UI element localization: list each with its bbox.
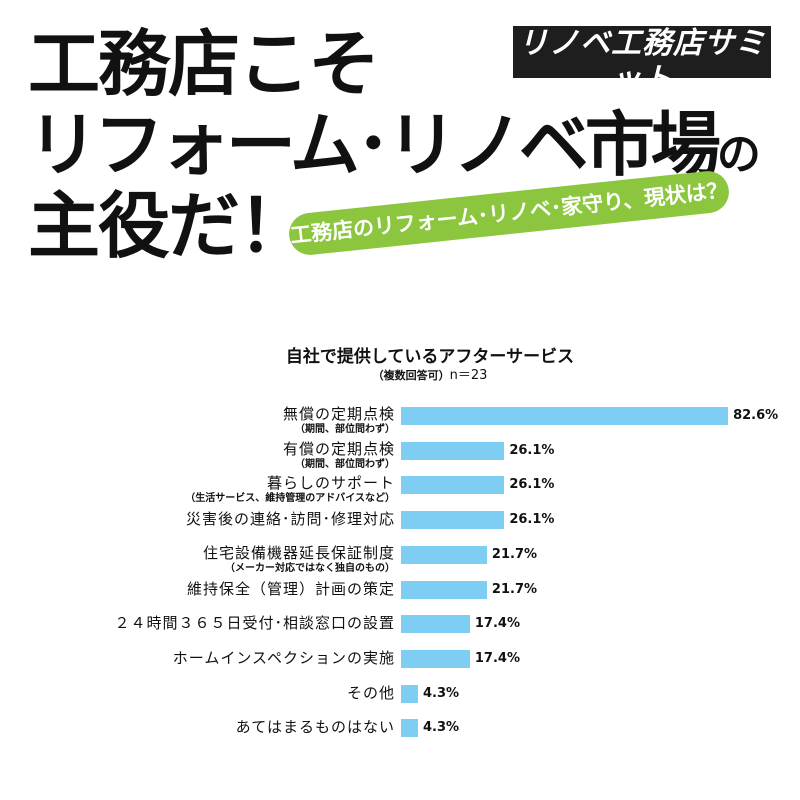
value-label: 17.4% bbox=[474, 650, 520, 666]
value-label: 26.1% bbox=[509, 442, 555, 458]
value-label: 82.6% bbox=[733, 408, 779, 423]
value-label: 17.4% bbox=[474, 616, 520, 632]
category-label: 住宅設備機器延長保証制度 （メーカー対応ではなく独自のもの） bbox=[203, 544, 395, 575]
category-label-note: （メーカー対応ではなく独自のもの） bbox=[225, 562, 395, 574]
logo-en: Renovation Builders' Summit bbox=[563, 98, 721, 107]
category-label: ホームインスペクションの実施 bbox=[173, 649, 395, 667]
value-label: 21.7% bbox=[491, 546, 538, 562]
value-label: 21.7% bbox=[491, 581, 538, 597]
chart-row: 維持保全（管理）計画の策定 21.7% bbox=[0, 579, 800, 613]
chart-row: 暮らしのサポート （生活サービス、維持管理のアドバイスなど） 26.1% bbox=[0, 474, 800, 508]
bar bbox=[401, 615, 470, 634]
category-label: 暮らしのサポート （生活サービス、維持管理のアドバイスなど） bbox=[185, 474, 395, 505]
headline-line-3: 主役だ！ bbox=[28, 184, 310, 268]
value-label: 26.1% bbox=[509, 512, 555, 528]
chart-row: 災害後の連絡･訪問･修理対応 26.1% bbox=[0, 509, 800, 543]
bar bbox=[401, 580, 487, 599]
chart-row: 有償の定期点検 （期間、部位問わず） 26.1% bbox=[0, 440, 800, 474]
chart-note: （複数回答可） bbox=[372, 369, 450, 382]
category-label: その他 bbox=[347, 684, 395, 702]
bar bbox=[401, 545, 487, 564]
category-label-main: ２４時間３６５日受付･相談窓口の設置 bbox=[114, 614, 395, 633]
category-label-main: あてはまるものはない bbox=[235, 718, 395, 737]
chart-row: ２４時間３６５日受付･相談窓口の設置 17.4% bbox=[0, 613, 800, 647]
category-label-note: （期間、部位問わず） bbox=[295, 424, 395, 435]
category-label-main: ホームインスペクションの実施 bbox=[172, 648, 395, 667]
chart-row: 住宅設備機器延長保証制度 （メーカー対応ではなく独自のもの） 21.7% bbox=[0, 544, 800, 578]
headline-line-2-suffix: の bbox=[716, 129, 761, 180]
bar bbox=[401, 684, 419, 703]
chart-row: その他 4.3% bbox=[0, 683, 800, 717]
category-label: 無償の定期点検 （期間、部位問わず） bbox=[283, 405, 395, 436]
chart-row: 無償の定期点検 （期間、部位問わず） 82.6% bbox=[0, 405, 800, 439]
chart-row: ホームインスペクションの実施 17.4% bbox=[0, 648, 800, 682]
category-label: 災害後の連絡･訪問･修理対応 bbox=[186, 510, 395, 528]
summit-logo: リノベ工務店サミット Renovation Builders' Summit bbox=[513, 26, 771, 107]
bar bbox=[401, 719, 419, 738]
chart-title: 自社で提供しているアフターサービス bbox=[285, 347, 575, 367]
chart-subtitle: （複数回答可）n＝23 bbox=[0, 364, 800, 383]
value-label: 4.3% bbox=[423, 685, 460, 701]
headline-line-2-text: リフォーム･リノベ市場 bbox=[28, 104, 721, 186]
category-label: あてはまるものはない bbox=[236, 718, 395, 736]
category-label-main: その他 bbox=[346, 683, 395, 702]
category-label-main: 維持保全（管理）計画の策定 bbox=[186, 579, 395, 598]
category-label-note: （期間、部位問わず） bbox=[295, 458, 395, 470]
category-label: 有償の定期点検 （期間、部位問わず） bbox=[283, 440, 395, 471]
category-label: 維持保全（管理）計画の策定 bbox=[187, 580, 395, 598]
headline-line-1: 工務店こそ bbox=[28, 22, 380, 106]
chart-n: n＝23 bbox=[449, 368, 488, 383]
value-label: 4.3% bbox=[423, 720, 460, 736]
category-label-main: 有償の定期点検 bbox=[282, 439, 395, 458]
bar bbox=[401, 649, 470, 668]
value-label: 26.1% bbox=[509, 477, 555, 493]
logo-jp: リノベ工務店サミット bbox=[518, 26, 766, 97]
chart-row: あてはまるものはない 4.3% bbox=[0, 717, 800, 751]
headline-line-2: リフォーム･リノベ市場の bbox=[28, 110, 761, 180]
bar bbox=[401, 476, 505, 495]
category-label-main: 災害後の連絡･訪問･修理対応 bbox=[185, 510, 395, 529]
category-label-main: 住宅設備機器延長保証制度 bbox=[202, 543, 395, 562]
category-label-main: 暮らしのサポート bbox=[266, 474, 395, 493]
bar bbox=[401, 407, 729, 425]
category-label: ２４時間３６５日受付･相談窓口の設置 bbox=[114, 614, 395, 632]
category-label-note: （生活サービス、維持管理のアドバイスなど） bbox=[185, 493, 395, 505]
bar bbox=[401, 441, 505, 460]
category-label-main: 無償の定期点検 bbox=[282, 405, 395, 423]
bar bbox=[401, 511, 505, 530]
